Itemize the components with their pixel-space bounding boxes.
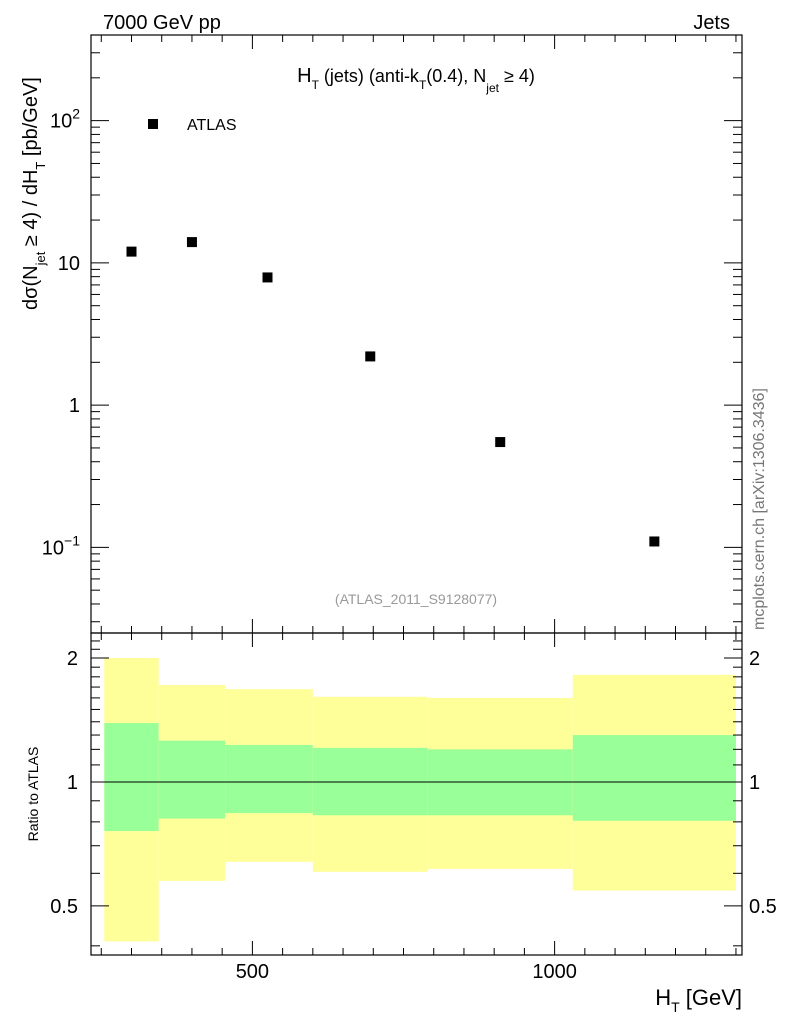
plot-title-h: H <box>297 65 311 87</box>
ratio-y-tick-labels: 0.5 0.5 1 1 2 2 <box>50 648 777 918</box>
ratio-panel-frame <box>90 632 743 956</box>
plot-title-end: ≥ 4) <box>499 66 535 86</box>
main-ytick-label-base: 10 <box>42 537 64 559</box>
data-point-4 <box>495 437 506 448</box>
ratio-ytick-label-left-0: 0.5 <box>50 896 78 918</box>
plot-title: HT (jets) (anti-kT(0.4), Njet ≥ 4) <box>297 65 535 95</box>
ylabel-part1: dσ(N <box>20 265 42 310</box>
xlabel-h: H <box>655 985 671 1010</box>
data-point-2 <box>262 272 273 283</box>
main-ytick-label-3: 102 <box>50 106 80 133</box>
ratio-xtick-label-1: 1000 <box>532 961 577 983</box>
data-point-5 <box>649 536 660 547</box>
x-axis-label: HT [GeV] <box>655 985 742 1015</box>
header-energy-label: 7000 GeV pp <box>103 12 221 34</box>
plot-title-sub-t2: T <box>419 78 427 92</box>
ylabel-part2: ≥ 4) / dH <box>20 170 42 252</box>
main-ytick-label-base: 10 <box>50 111 72 133</box>
main-ytick-label-2: 10 <box>58 253 80 275</box>
main-axis-ticks <box>91 34 742 633</box>
ratio-ytick-label-right-1: 1 <box>749 772 760 794</box>
header-process-label: Jets <box>693 12 730 34</box>
main-ytick-label-exp: −1 <box>64 532 80 548</box>
ratio-ytick-label-right-0: 0.5 <box>749 896 777 918</box>
legend-marker <box>148 119 158 129</box>
data-point-0 <box>126 246 137 257</box>
analysis-id: (ATLAS_2011_S9128077) <box>335 591 497 607</box>
ratio-ytick-label-left-1: 1 <box>67 772 78 794</box>
watermark-text: mcplots.cern.ch [arXiv:1306.3436] <box>751 388 768 630</box>
main-ytick-label-1: 1 <box>69 395 80 417</box>
ratio-axis-ticks <box>91 632 742 955</box>
data-markers <box>126 237 660 547</box>
main-y-axis-label: dσ(Njet ≥ 4) / dHT [pb/GeV] <box>20 77 48 310</box>
ratio-band-inner-0 <box>104 723 159 832</box>
main-ytick-label-0: 10−1 <box>42 532 80 559</box>
ratio-ytick-label-left-2: 2 <box>67 648 78 670</box>
xlabel-sub-t: T <box>671 999 680 1015</box>
ylabel-part3: [pb/GeV] <box>20 77 42 162</box>
ratio-bands <box>104 657 736 942</box>
ratio-x-tick-labels: 500 1000 <box>236 961 577 983</box>
xlabel-unit: [GeV] <box>680 985 742 1010</box>
ratio-xtick-label-0: 500 <box>236 961 269 983</box>
plot-title-mid: (jets) (anti-k <box>319 66 420 86</box>
ratio-band-inner-1 <box>158 740 226 819</box>
plot-title-sub-t: T <box>312 78 320 92</box>
ylabel-sub-jet: jet <box>33 251 48 266</box>
ratio-y-axis-label: Ratio to ATLAS <box>25 747 41 842</box>
plot-title-sub-jet: jet <box>485 81 499 95</box>
ratio-ytick-label-right-2: 2 <box>749 648 760 670</box>
legend-label: ATLAS <box>187 117 237 134</box>
plot-title-mid2: (0.4), N <box>426 66 486 86</box>
data-point-1 <box>186 237 197 248</box>
data-point-3 <box>365 351 376 362</box>
ylabel-sub-t: T <box>33 162 48 170</box>
main-ytick-label-exp: 2 <box>72 106 80 122</box>
ratio-band-inner-2 <box>225 744 313 814</box>
ratio-band-inner-5 <box>572 735 736 821</box>
